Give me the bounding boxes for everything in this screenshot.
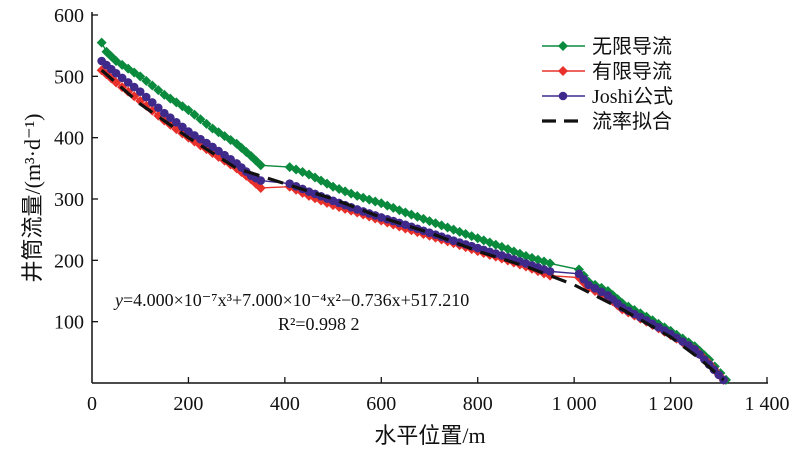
- data-point: [123, 78, 133, 87]
- data-point: [220, 150, 229, 160]
- y-tick-label: 400: [54, 128, 84, 150]
- data-point: [153, 103, 163, 113]
- data-point: [584, 280, 593, 290]
- fit-equation: y=4.000×10⁻⁷x³+7.000×10⁻⁴x²−0.736x+517.2…: [113, 290, 469, 310]
- data-point: [117, 73, 127, 83]
- data-point: [255, 160, 266, 171]
- legend-item: 有限导流: [542, 60, 672, 83]
- data-point: [574, 269, 584, 279]
- data-point: [256, 176, 266, 185]
- legend-marker: [558, 41, 568, 51]
- data-point: [545, 258, 556, 269]
- r-squared: R²=0.998 2: [278, 314, 360, 334]
- data-point: [597, 287, 606, 297]
- data-point: [189, 109, 200, 120]
- legend-marker: [558, 91, 568, 101]
- x-tick-label: 600: [366, 393, 396, 415]
- legend-label: 有限导流: [592, 60, 672, 83]
- data-point: [183, 105, 194, 116]
- data-point: [147, 98, 157, 107]
- data-point: [201, 118, 212, 129]
- data-point: [545, 267, 555, 276]
- data-point: [178, 122, 187, 132]
- data-point: [195, 114, 206, 125]
- y-axis-label: 井筒流量/(m³·d⁻¹): [20, 113, 45, 282]
- data-point: [579, 275, 589, 284]
- legend-label: 流率拟合: [592, 110, 672, 133]
- x-axis-label: 水平位置/m: [374, 423, 485, 448]
- legend-item: Joshi公式: [542, 85, 673, 108]
- legend-item: 无限导流: [542, 35, 672, 58]
- data-point: [135, 71, 146, 82]
- legend-label: Joshi公式: [592, 85, 673, 108]
- y-tick-label: 500: [54, 66, 84, 88]
- y-tick-label: 300: [54, 189, 84, 211]
- data-point: [153, 85, 164, 96]
- y-tick-label: 600: [54, 5, 84, 27]
- data-point: [719, 375, 728, 385]
- x-ticks: 0 200 400 600 800 1 000 1 200 1 400: [87, 377, 790, 415]
- x-tick-label: 200: [173, 393, 203, 415]
- data-point: [172, 118, 181, 127]
- data-point: [255, 182, 266, 193]
- data-point: [129, 82, 139, 92]
- legend-label: 无限导流: [592, 35, 672, 58]
- data-point: [208, 142, 217, 152]
- x-tick-label: 1 400: [745, 393, 790, 415]
- equation-prefix: y: [113, 290, 123, 310]
- data-point: [141, 75, 152, 86]
- x-tick-label: 1 000: [552, 393, 597, 415]
- series-line: [101, 60, 725, 381]
- x-tick-label: 0: [87, 393, 97, 415]
- data-point: [111, 68, 121, 78]
- x-tick-label: 1 200: [648, 393, 693, 415]
- data-point: [590, 284, 600, 293]
- legend-item: 流率拟合: [542, 110, 672, 133]
- legend-marker: [558, 66, 568, 76]
- x-tick-label: 800: [463, 393, 493, 415]
- data-point: [166, 113, 175, 123]
- y-tick-label: 100: [54, 312, 84, 334]
- equation-body: =4.000×10⁻⁷x³+7.000×10⁻⁴x²−0.736x+517.21…: [123, 290, 469, 310]
- y-tick-label: 200: [54, 250, 84, 272]
- x-tick-label: 400: [270, 393, 300, 415]
- series-3: [100, 68, 725, 382]
- data-point: [135, 87, 145, 96]
- data-point: [160, 108, 169, 118]
- data-point: [141, 92, 151, 102]
- data-point: [96, 37, 107, 48]
- series-line: [100, 68, 725, 382]
- data-point: [214, 146, 223, 156]
- y-ticks: 100 200 300 400 500 600: [54, 5, 98, 334]
- data-point: [147, 80, 158, 91]
- series-group: [96, 37, 732, 385]
